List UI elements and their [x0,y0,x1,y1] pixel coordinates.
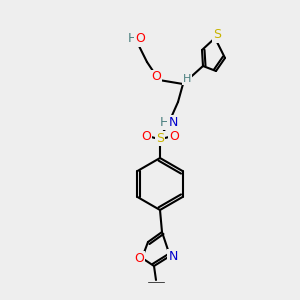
Text: S: S [156,131,164,145]
Text: O: O [169,130,179,143]
Text: N: N [168,116,178,128]
Text: O: O [135,32,145,46]
Text: H: H [127,32,137,46]
Text: O: O [134,251,144,265]
Text: O: O [151,70,161,83]
Text: S: S [213,28,221,41]
Text: N: N [168,250,178,262]
Text: O: O [141,130,151,143]
Text: H: H [183,74,191,84]
Text: H: H [159,116,169,128]
